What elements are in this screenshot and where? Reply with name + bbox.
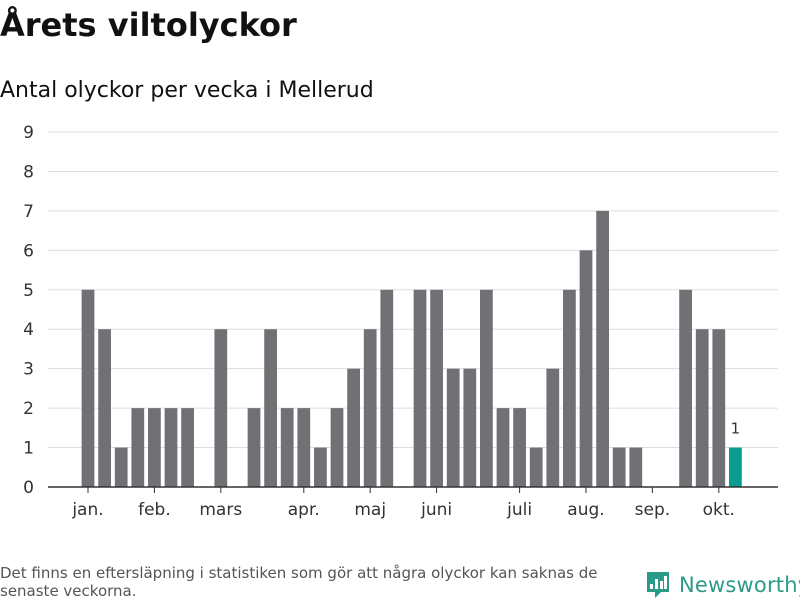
bar bbox=[695, 329, 709, 487]
bar bbox=[546, 368, 560, 487]
bar bbox=[247, 408, 261, 487]
bar bbox=[463, 368, 477, 487]
bar bbox=[363, 329, 377, 487]
y-tick-label: 1 bbox=[23, 439, 34, 459]
x-tick-label: apr. bbox=[288, 500, 320, 520]
x-tick-label: juni bbox=[420, 500, 452, 520]
y-tick-label: 5 bbox=[23, 281, 34, 301]
bar bbox=[712, 329, 726, 487]
chart-title: Årets viltolyckor bbox=[0, 6, 297, 44]
bar-highlight bbox=[729, 447, 742, 487]
x-tick-label: juli bbox=[506, 500, 532, 520]
bar bbox=[679, 289, 692, 487]
bar bbox=[181, 408, 194, 487]
x-tick-label: feb. bbox=[138, 500, 171, 520]
newsworthy-logo-icon bbox=[647, 572, 669, 598]
x-tick-label: okt. bbox=[703, 500, 735, 520]
x-tick-label: aug. bbox=[567, 500, 604, 520]
x-tick-label: mars bbox=[199, 500, 242, 520]
brand-logo: Newsworthy bbox=[645, 568, 800, 602]
brand-name: Newsworthy bbox=[679, 573, 800, 597]
bars bbox=[81, 210, 742, 487]
bar bbox=[430, 289, 443, 487]
bar bbox=[330, 408, 344, 487]
bar bbox=[563, 289, 576, 487]
bar bbox=[413, 289, 427, 487]
bar bbox=[496, 408, 510, 487]
y-tick-label: 6 bbox=[23, 241, 34, 261]
x-tick-label: jan. bbox=[71, 500, 103, 520]
gridlines bbox=[48, 131, 778, 449]
bar bbox=[579, 250, 593, 487]
bar bbox=[480, 289, 493, 487]
bar bbox=[114, 447, 128, 487]
bar bbox=[380, 289, 394, 487]
y-tick-label: 0 bbox=[23, 478, 34, 498]
bar bbox=[81, 289, 95, 487]
y-tick-label: 2 bbox=[23, 399, 34, 419]
x-tick-label: maj bbox=[354, 500, 386, 520]
bar bbox=[264, 329, 277, 487]
bar bbox=[513, 408, 526, 487]
bar bbox=[131, 408, 145, 487]
bar bbox=[629, 447, 643, 487]
bar bbox=[529, 447, 543, 487]
y-tick-label: 7 bbox=[23, 202, 34, 222]
data-labels: 1 bbox=[731, 420, 741, 438]
y-axis-ticks: 0 1 2 3 4 5 6 7 8 9 bbox=[23, 123, 34, 498]
bar bbox=[297, 408, 311, 487]
x-axis-ticks: jan. feb. mars apr. maj juni juli aug. sep. okt. bbox=[71, 487, 735, 520]
bar bbox=[148, 408, 161, 487]
bar bbox=[596, 210, 609, 487]
y-tick-label: 9 bbox=[23, 123, 34, 143]
y-tick-label: 4 bbox=[23, 320, 34, 340]
bar bbox=[612, 447, 626, 487]
bar bbox=[98, 329, 111, 487]
footnote: Det finns en eftersläpning i statistiken… bbox=[0, 564, 598, 600]
bar-chart: 0 1 2 3 4 5 6 7 8 9 jan. feb. mars apr. maj juni juli au… bbox=[23, 123, 778, 520]
y-tick-label: 8 bbox=[23, 162, 34, 182]
bar bbox=[347, 368, 360, 487]
bar bbox=[314, 447, 327, 487]
highlight-value-label: 1 bbox=[731, 420, 741, 438]
bar bbox=[280, 408, 294, 487]
bar bbox=[446, 368, 460, 487]
x-tick-label: sep. bbox=[635, 500, 671, 520]
bar bbox=[164, 408, 178, 487]
y-tick-label: 3 bbox=[23, 360, 34, 380]
bar bbox=[214, 329, 228, 487]
chart-subtitle: Antal olyckor per vecka i Mellerud bbox=[0, 78, 374, 103]
